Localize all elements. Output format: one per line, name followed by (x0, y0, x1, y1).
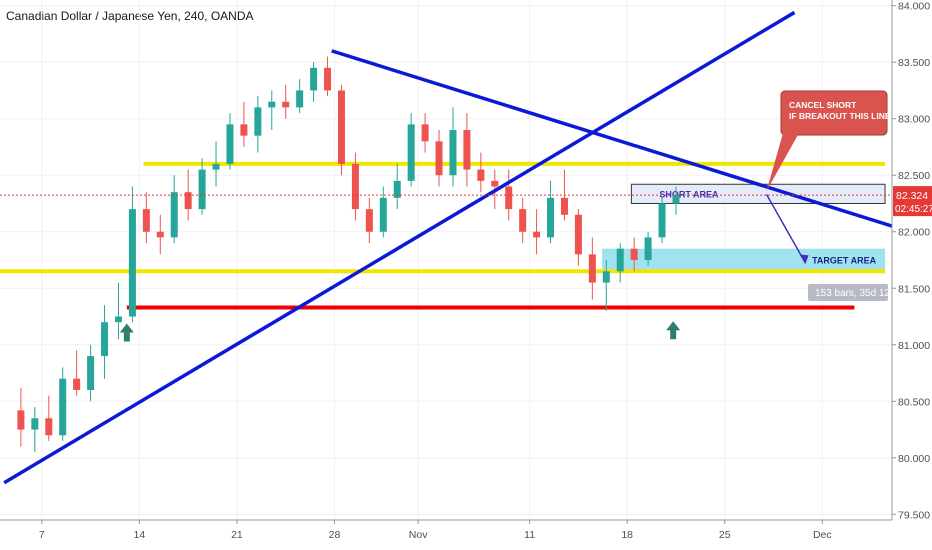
candle-body (407, 124, 415, 181)
candle-body (226, 124, 234, 164)
x-tick-label: Nov (409, 529, 428, 541)
up-arrow-icon (119, 323, 134, 342)
up-arrow-icon (666, 321, 681, 340)
candle-body (365, 209, 373, 232)
target-area-label: TARGET AREA (812, 256, 876, 266)
x-tick-label: 25 (719, 529, 731, 541)
candle-body (421, 124, 429, 142)
candle-body (588, 254, 596, 283)
candle-body (170, 192, 178, 238)
candle-body (128, 209, 136, 317)
candle-body (114, 316, 122, 323)
x-tick-label: 14 (134, 529, 146, 541)
price-axis-bg (892, 0, 932, 550)
candle-body (254, 107, 262, 136)
candle-body (560, 197, 568, 215)
candle-body (491, 180, 499, 187)
candle-body (73, 378, 81, 390)
chart-title: Canadian Dollar / Japanese Yen, 240, OAN… (6, 9, 254, 23)
x-tick-label: Dec (813, 529, 832, 541)
y-tick-label: 83.500 (898, 57, 930, 69)
candle-body (45, 418, 53, 436)
candle-body (449, 130, 457, 176)
y-tick-label: 84.000 (898, 1, 930, 13)
candle-body (337, 90, 345, 164)
range-label-box (808, 284, 888, 301)
candle-body (87, 356, 95, 390)
candle-body (142, 209, 150, 232)
x-tick-label: 7 (39, 529, 45, 541)
candle-body (672, 194, 680, 204)
candle-body (435, 141, 443, 176)
candle-body (616, 248, 624, 272)
countdown-timer: 02:45:27 (895, 204, 932, 215)
candle-body (351, 163, 359, 210)
candle-body (310, 67, 318, 91)
candle-body (505, 186, 513, 210)
candle-body (101, 322, 109, 357)
ascending-trendline (3, 10, 796, 485)
y-tick-label: 82.500 (898, 170, 930, 182)
projection-arrow-line (765, 194, 807, 264)
candle-body (533, 231, 541, 238)
candle-body (658, 203, 666, 238)
callout-line-2: IF BREAKOUT THIS LINE (789, 111, 891, 121)
y-tick-label: 83.000 (898, 114, 930, 126)
candle-body (212, 163, 220, 170)
callout-pointer (766, 133, 799, 192)
candle-body (393, 180, 401, 198)
candle-body (296, 90, 304, 108)
candle-body (17, 410, 25, 430)
candle-body (574, 214, 582, 255)
x-tick-label: 18 (621, 529, 633, 541)
x-tick-label: 11 (524, 529, 535, 541)
y-tick-label: 82.000 (898, 227, 930, 239)
candle-body (184, 192, 192, 210)
callout-line-1: CANCEL SHORT (789, 100, 857, 110)
range-label: 153 bars, 35d 12h (815, 288, 896, 299)
candle-body (547, 197, 555, 238)
y-tick-label: 79.500 (898, 509, 930, 521)
descending-trendline (331, 49, 893, 228)
candle-body (59, 378, 67, 436)
projection-arrow-head (799, 254, 809, 264)
candle-body (31, 418, 39, 430)
candle-body (477, 169, 485, 181)
candle-body (630, 248, 638, 260)
candle-body (644, 237, 652, 260)
target-area-zone (602, 248, 886, 272)
candle-body (519, 209, 527, 232)
y-tick-label: 81.000 (898, 340, 930, 352)
candle-body (602, 271, 610, 283)
candle-body (282, 101, 290, 108)
candle-body (240, 124, 248, 136)
current-price-value: 82.324 (896, 190, 928, 202)
y-tick-label: 81.500 (898, 283, 930, 295)
candle-body (268, 101, 276, 108)
y-tick-label: 80.000 (898, 453, 930, 465)
current-price-badge (893, 186, 932, 217)
candle-body (463, 130, 471, 170)
x-tick-label: 28 (329, 529, 341, 541)
candle-body (324, 67, 332, 91)
y-tick-label: 80.500 (898, 396, 930, 408)
time-axis-bg (0, 520, 932, 550)
candle-body (198, 169, 206, 210)
candle-body (156, 231, 164, 238)
cancel-short-callout (780, 90, 888, 136)
x-tick-label: 21 (231, 529, 243, 541)
short-area-label: SHORT AREA (659, 189, 719, 199)
candle-body (379, 197, 387, 232)
